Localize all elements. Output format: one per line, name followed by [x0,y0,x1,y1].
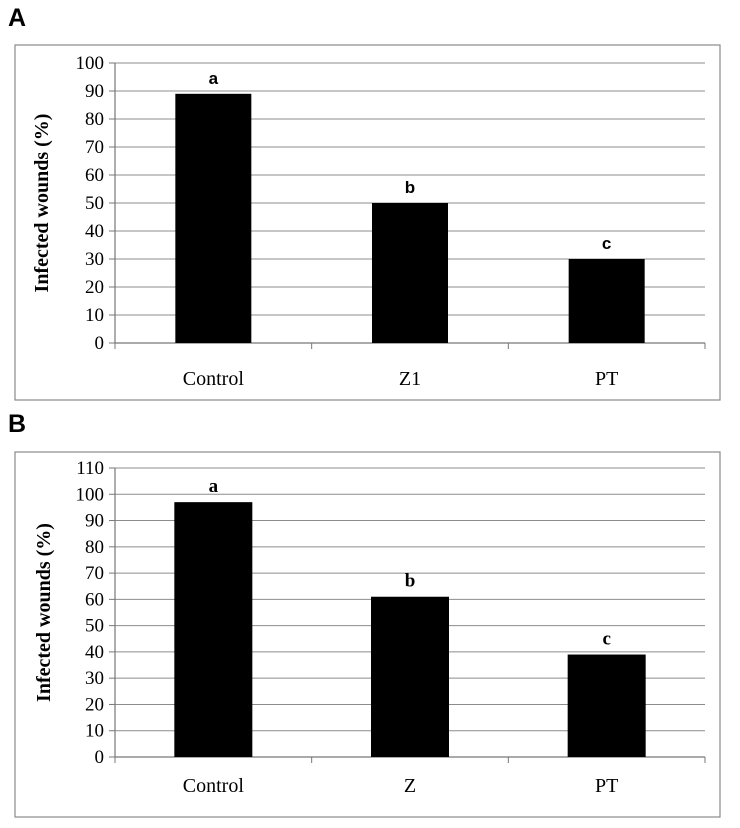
y-tick-label: 90 [85,511,104,532]
data-label: b [405,178,415,197]
y-axis-label: Infected wounds (%) [33,523,55,702]
panel-letter-a: A [8,4,27,32]
y-tick-label: 100 [76,53,105,74]
data-label: b [405,571,416,592]
y-tick-label: 100 [76,484,105,505]
chart-frame [14,451,721,818]
y-tick-label: 0 [95,747,105,768]
y-tick-label: 90 [85,81,104,102]
bar-pt [567,654,646,757]
x-tick-label: Z1 [399,368,421,390]
bar-control [174,502,253,757]
y-tick-label: 110 [76,458,104,479]
y-tick-label: 70 [85,563,104,584]
y-tick-label: 30 [85,668,104,689]
panel-letter-b: B [8,410,27,438]
data-label: c [602,234,611,253]
x-tick-label: Control [183,775,245,797]
bar-pt [568,259,645,343]
y-tick-label: 70 [85,137,104,158]
y-tick-label: 20 [85,694,104,715]
y-tick-label: 20 [85,277,104,298]
y-tick-label: 60 [85,589,104,610]
y-tick-label: 50 [85,616,104,637]
y-tick-label: 50 [85,193,104,214]
y-tick-label: 30 [85,249,104,270]
y-tick-label: 10 [85,721,104,742]
y-tick-label: 40 [85,221,104,242]
y-axis-label: Infected wounds (%) [31,114,53,293]
bar-z [371,596,449,757]
y-tick-label: 80 [85,537,104,558]
x-tick-label: Control [183,368,245,390]
x-tick-label: PT [595,775,618,797]
y-tick-label: 60 [85,165,104,186]
data-label: c [602,629,610,650]
bar-z1 [372,203,448,343]
x-tick-label: Z [404,775,416,797]
bar-control [175,93,252,343]
y-tick-label: 10 [85,305,104,326]
y-tick-label: 0 [95,333,105,354]
x-tick-label: PT [595,368,618,390]
data-label: a [209,476,219,497]
y-tick-label: 40 [85,642,104,663]
y-tick-label: 80 [85,109,104,130]
data-label: a [209,69,219,88]
